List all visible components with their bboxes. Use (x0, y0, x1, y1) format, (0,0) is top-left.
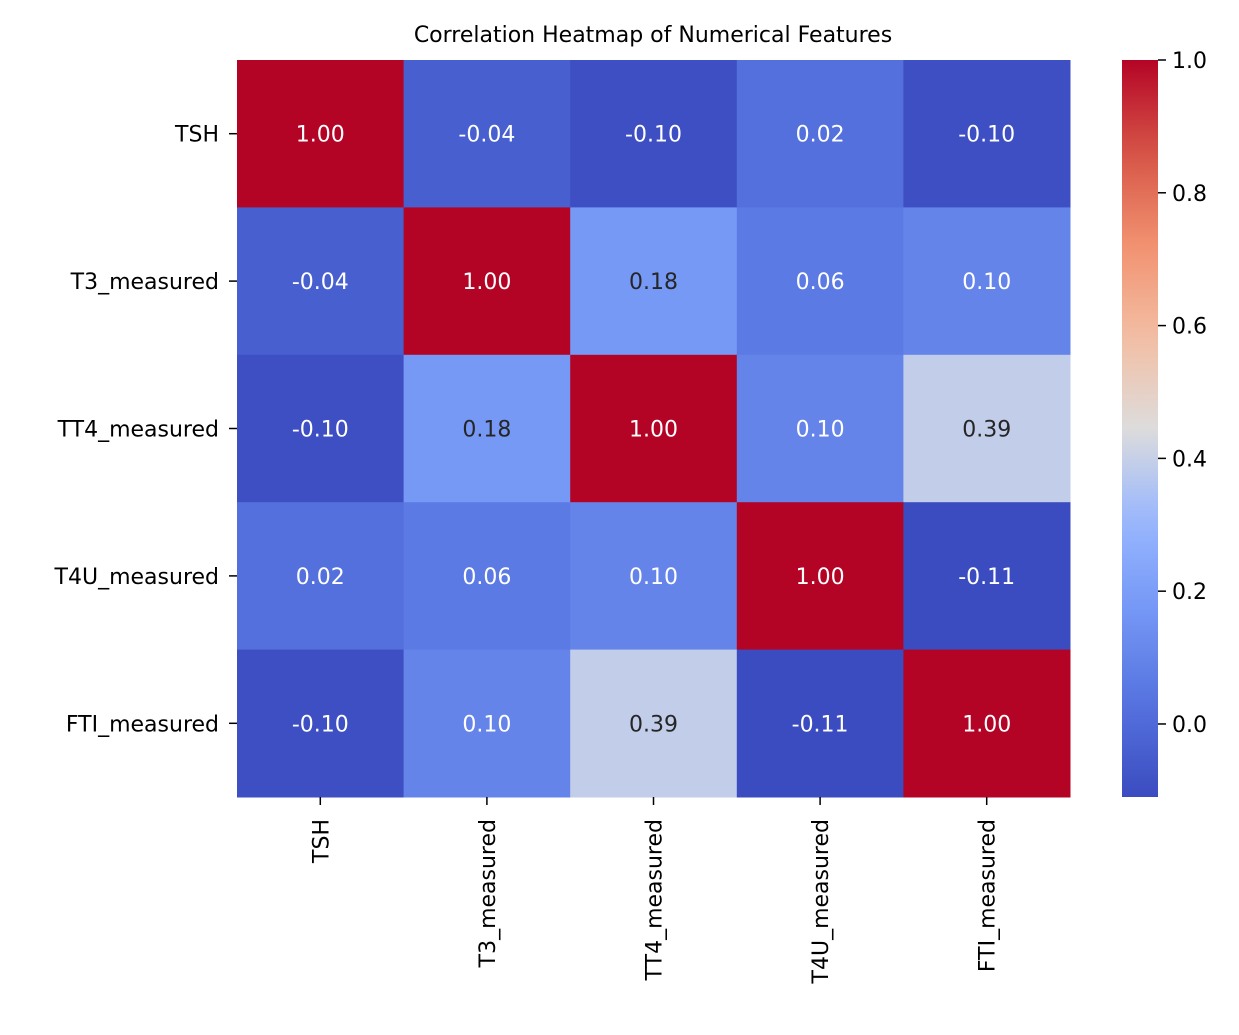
heatmap-cell (237, 502, 405, 651)
cell-value-label: -0.10 (292, 712, 349, 737)
heatmap-cell (736, 649, 904, 798)
heatmap-cell (736, 354, 904, 503)
cell-value-label: 0.18 (629, 270, 678, 295)
cell-value-label: 1.00 (796, 565, 845, 590)
colorbar-gradient (1122, 60, 1158, 797)
heatmap-cell (237, 207, 405, 356)
colorbar-tick-label: 0.2 (1172, 580, 1207, 605)
y-tick-label: T4U_measured (54, 565, 219, 590)
cell-value-label: 1.00 (962, 712, 1011, 737)
y-tick-label: TT4_measured (57, 418, 219, 443)
heatmap-cell (570, 502, 738, 651)
cell-value-label: 1.00 (462, 270, 511, 295)
cell-value-label: -0.11 (958, 565, 1015, 590)
cell-value-label: 0.02 (296, 565, 345, 590)
heatmap-cell (403, 354, 571, 503)
x-tick-label: T3_measured (476, 819, 501, 968)
heatmap-cell (237, 354, 405, 503)
cell-value-label: 0.10 (629, 565, 678, 590)
heatmap-cell (736, 207, 904, 356)
colorbar-tick-label: 1.0 (1172, 49, 1207, 74)
heatmap-cell (570, 354, 738, 503)
x-tick-label: FTI_measured (976, 819, 1001, 972)
x-tick-labels: TSH T3_measured TT4_measured T4U_measured FT… (309, 797, 1001, 984)
cell-value-label: 0.18 (462, 418, 511, 443)
colorbar (1122, 60, 1158, 797)
colorbar-tick-label: 0.4 (1172, 447, 1207, 472)
cell-value-label: -0.04 (458, 123, 515, 148)
cell-value-label: -0.04 (292, 270, 349, 295)
cell-value-label: -0.10 (625, 123, 682, 148)
cell-value-label: 0.06 (796, 270, 845, 295)
y-tick-label: T3_measured (70, 270, 219, 295)
x-tick-label: TT4_measured (643, 819, 668, 981)
cell-value-label: 0.02 (796, 123, 845, 148)
cell-value-label: 0.10 (962, 270, 1011, 295)
heatmap-cell (403, 207, 571, 356)
heatmap-cell (403, 60, 571, 208)
colorbar-tick-label: 0.0 (1172, 713, 1207, 738)
heatmap-cell (570, 649, 738, 798)
heatmap-cell (903, 649, 1071, 798)
heatmap-cell (403, 502, 571, 651)
heatmap-cell (237, 60, 405, 208)
heatmap-cell (403, 649, 571, 798)
cell-value-label: -0.10 (958, 123, 1015, 148)
heatmap-cell (237, 649, 405, 798)
heatmap-cell (570, 207, 738, 356)
x-tick-label: T4U_measured (809, 819, 834, 984)
cell-value-label: 0.10 (462, 712, 511, 737)
cell-value-label: 0.10 (796, 418, 845, 443)
heatmap-cell (736, 60, 904, 208)
heatmap-cell (570, 60, 738, 208)
cell-value-label: -0.11 (792, 712, 849, 737)
chart-title: Correlation Heatmap of Numerical Feature… (414, 23, 892, 48)
cell-value-label: 0.39 (962, 418, 1011, 443)
heatmap-cell (903, 207, 1071, 356)
heatmap-cell (903, 354, 1071, 503)
cell-value-label: -0.10 (292, 418, 349, 443)
x-tick-label: TSH (309, 819, 334, 864)
colorbar-tick-label: 0.8 (1172, 182, 1207, 207)
cell-value-label: 0.39 (629, 712, 678, 737)
heatmap-cell (903, 502, 1071, 651)
cell-value-label: 1.00 (296, 123, 345, 148)
cell-value-label: 1.00 (629, 418, 678, 443)
heatmap-cells: 1.00 -0.04 -0.10 0.02 -0.10 -0.04 1.00 0.18 0.06… (237, 60, 1071, 798)
heatmap-cell (903, 60, 1071, 208)
heatmap-cell (736, 502, 904, 651)
y-tick-labels: TSH T3_measured TT4_measured T4U_measured FT… (54, 123, 237, 737)
colorbar-ticks: 0.0 0.2 0.4 0.6 0.8 1.0 (1158, 49, 1207, 738)
colorbar-tick-label: 0.6 (1172, 315, 1207, 340)
y-tick-label: TSH (174, 123, 219, 148)
y-tick-label: FTI_measured (66, 712, 219, 737)
cell-value-label: 0.06 (462, 565, 511, 590)
